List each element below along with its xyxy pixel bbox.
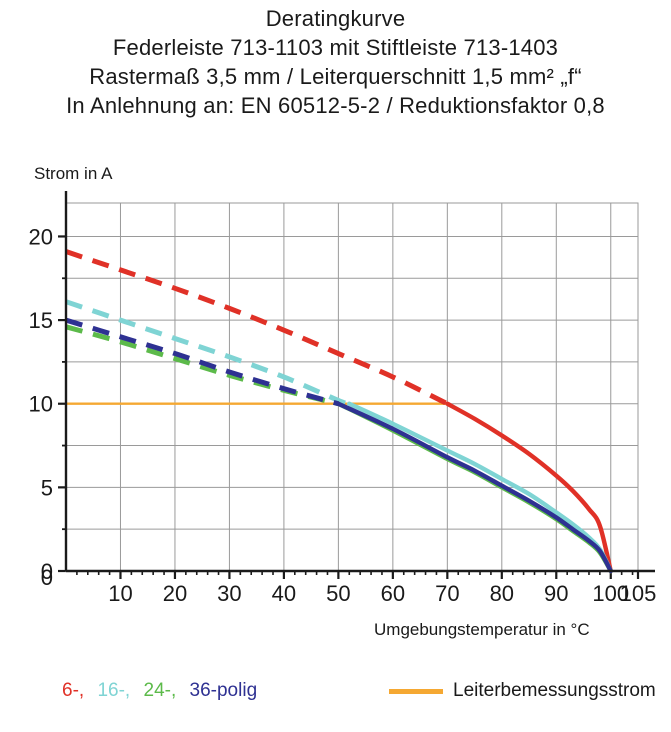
- x-axis-tick-label: 90: [544, 581, 568, 606]
- x-axis-tick-label: 10: [108, 581, 132, 606]
- series-line-dashed-6-polig: [65, 249, 449, 406]
- x-axis-tick-label: 60: [381, 581, 405, 606]
- title-line-3: Rastermaß 3,5 mm / Leiterquerschnitt 1,5…: [89, 64, 582, 89]
- legend-poles-group: 6-, 16-, 24-, 36-polig: [62, 680, 265, 702]
- axis-ticks: [58, 235, 640, 579]
- legend-current-group: Leiterbemessungsstrom: [389, 680, 656, 702]
- x-axis-tick-label: 50: [326, 581, 350, 606]
- legend-item-24-polig: 24-,: [143, 680, 177, 701]
- x-axis-tick-label: 100: [592, 581, 629, 606]
- title-line-4: In Anlehnung an: EN 60512-5-2 / Reduktio…: [66, 93, 605, 118]
- series-line-dashed-16-polig: [65, 299, 351, 407]
- series-line-solid-16-polig: [347, 401, 613, 574]
- series-line-dashed-36-polig: [65, 317, 340, 407]
- chart-title-block: Deratingkurve Federleiste 713-1103 mit S…: [0, 4, 671, 120]
- title-line-1: Deratingkurve: [265, 6, 406, 31]
- y-axis-tick-label: 20: [29, 224, 53, 249]
- x-axis-tick-label: 105: [620, 581, 657, 606]
- x-axis-tick-label: 30: [217, 581, 241, 606]
- y-axis-tick-label: 15: [29, 308, 53, 333]
- legend-current-label: Leiterbemessungsstrom: [453, 680, 656, 701]
- legend-line-swatch-icon: [389, 688, 443, 694]
- axis-lines: [64, 191, 655, 573]
- y-axis-tick-label: 10: [29, 392, 53, 417]
- legend-item-6-polig: 6-,: [62, 680, 85, 701]
- x-axis-tick-label: 70: [435, 581, 459, 606]
- y-axis-tick-label: 0: [41, 559, 53, 584]
- series-line-solid-36-polig: [336, 401, 613, 574]
- title-line-2: Federleiste 713-1103 mit Stiftleiste 713…: [112, 35, 559, 60]
- x-axis-tick-label: 40: [272, 581, 296, 606]
- x-axis-tick-label: 80: [490, 581, 514, 606]
- y-axis-title: Strom in A: [34, 164, 113, 183]
- chart-legend: 6-, 16-, 24-, 36-polig Leiterbemessungss…: [0, 680, 671, 714]
- x-axis-title: Umgebungstemperatur in °C: [374, 620, 590, 639]
- x-axis-tick-label-zero: 0: [41, 565, 53, 590]
- data-series: [65, 249, 613, 574]
- x-axis-tick-label: 20: [163, 581, 187, 606]
- y-axis-tick-label: 5: [41, 475, 53, 500]
- legend-item-36-polig: 36-polig: [189, 680, 258, 701]
- legend-item-16-polig: 16-,: [97, 680, 131, 701]
- grid-lines: [66, 203, 638, 571]
- series-line-solid-6-polig: [445, 401, 613, 574]
